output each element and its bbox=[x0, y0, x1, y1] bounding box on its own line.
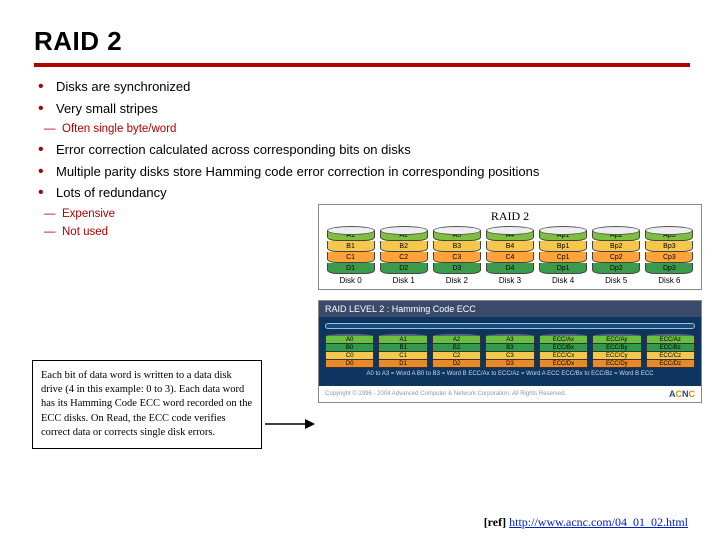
ecc-band: ECC/By bbox=[592, 344, 641, 352]
data-band: B4 bbox=[486, 241, 534, 252]
data-band: C4 bbox=[486, 252, 534, 263]
data-band: Cp2 bbox=[592, 252, 640, 263]
ecc-band: B3 bbox=[485, 344, 534, 352]
ecc-band: A1 bbox=[378, 336, 427, 344]
data-band: D1 bbox=[327, 263, 375, 274]
data-band: C3 bbox=[433, 252, 481, 263]
disk-cylinder: A3B3C3D3Disk 2 bbox=[433, 226, 481, 285]
ecc-band: D2 bbox=[432, 360, 481, 368]
ecc-band: ECC/Bx bbox=[539, 344, 588, 352]
data-band: Cp3 bbox=[645, 252, 693, 263]
ecc-band: ECC/Dz bbox=[646, 360, 695, 368]
bullet-item: Disks are synchronized bbox=[34, 77, 690, 97]
ecc-band: ECC/Ax bbox=[539, 336, 588, 344]
ecc-band: ECC/Cy bbox=[592, 352, 641, 360]
data-band: Dp1 bbox=[539, 263, 587, 274]
ecc-band: D3 bbox=[485, 360, 534, 368]
ecc-disk: A3B3C3D3 bbox=[485, 333, 534, 368]
disk-cylinder: Ap1Bp1Cp1Dp1Disk 4 bbox=[539, 226, 587, 285]
disk-label: Disk 4 bbox=[539, 274, 587, 285]
disk-label: Disk 5 bbox=[592, 274, 640, 285]
ecc-band: B1 bbox=[378, 344, 427, 352]
ecc-band: C2 bbox=[432, 352, 481, 360]
disk-label: Disk 2 bbox=[433, 274, 481, 285]
bullet-item: Error correction calculated across corre… bbox=[34, 140, 690, 160]
figure-header: RAID LEVEL 2 : Hamming Code ECC bbox=[319, 301, 701, 317]
data-band: Bp1 bbox=[539, 241, 587, 252]
reference-link[interactable]: http://www.acnc.com/04_01_02.html bbox=[509, 515, 688, 529]
ecc-band: B0 bbox=[325, 344, 374, 352]
explanation-box: Each bit of data word is written to a da… bbox=[32, 360, 262, 449]
ecc-disk: ECC/AyECC/ByECC/CyECC/Dy bbox=[592, 333, 641, 368]
ecc-band: ECC/Dy bbox=[592, 360, 641, 368]
arrow-icon bbox=[265, 414, 315, 434]
ecc-band: C3 bbox=[485, 352, 534, 360]
data-band: B2 bbox=[380, 241, 428, 252]
data-band: Dp2 bbox=[592, 263, 640, 274]
disk-cylinder: Ap2Bp2Cp2Dp2Disk 5 bbox=[592, 226, 640, 285]
disk-label: Disk 1 bbox=[380, 274, 428, 285]
data-band: Cp1 bbox=[539, 252, 587, 263]
ecc-disk: ECC/AxECC/BxECC/CxECC/Dx bbox=[539, 333, 588, 368]
bullet-item: Lots of redundancy bbox=[34, 183, 690, 203]
ecc-band: ECC/Bz bbox=[646, 344, 695, 352]
disk-cylinder: A4B4C4D4Disk 3 bbox=[486, 226, 534, 285]
data-band: Dp3 bbox=[645, 263, 693, 274]
ecc-band: ECC/Ay bbox=[592, 336, 641, 344]
ecc-band: D1 bbox=[378, 360, 427, 368]
data-band: D4 bbox=[486, 263, 534, 274]
ecc-disk: ECC/AzECC/BzECC/CzECC/Dz bbox=[646, 333, 695, 368]
ecc-band: ECC/Cx bbox=[539, 352, 588, 360]
data-band: Bp2 bbox=[592, 241, 640, 252]
ecc-band: A0 bbox=[325, 336, 374, 344]
data-band: B3 bbox=[433, 241, 481, 252]
data-band: D2 bbox=[380, 263, 428, 274]
disk-label: Disk 6 bbox=[645, 274, 693, 285]
acnc-logo: ACNC bbox=[669, 389, 695, 399]
raid-level2-figure: RAID LEVEL 2 : Hamming Code ECC A0B0C0D0… bbox=[318, 300, 702, 403]
reference-line: [ref] http://www.acnc.com/04_01_02.html bbox=[484, 515, 688, 530]
data-band: B1 bbox=[327, 241, 375, 252]
disk-label: Disk 0 bbox=[327, 274, 375, 285]
raid2-figure: RAID 2 A1B1C1D1Disk 0A2B2C2D2Disk 1A3B3C… bbox=[318, 204, 702, 290]
ecc-band: C1 bbox=[378, 352, 427, 360]
ecc-disk: A1B1C1D1 bbox=[378, 333, 427, 368]
bus-bar bbox=[325, 323, 695, 329]
disk-label: Disk 3 bbox=[486, 274, 534, 285]
ecc-disk: A2B2C2D2 bbox=[432, 333, 481, 368]
title-rule bbox=[34, 63, 690, 67]
ecc-band: D0 bbox=[325, 360, 374, 368]
ecc-band: C0 bbox=[325, 352, 374, 360]
data-band: C1 bbox=[327, 252, 375, 263]
data-band: Bp3 bbox=[645, 241, 693, 252]
disk-cylinder: A2B2C2D2Disk 1 bbox=[380, 226, 428, 285]
figure-caption: RAID 2 bbox=[325, 209, 695, 224]
sub-bullet: Often single byte/word bbox=[44, 120, 690, 138]
ecc-band: A2 bbox=[432, 336, 481, 344]
ecc-band: ECC/Cz bbox=[646, 352, 695, 360]
ecc-band: ECC/Az bbox=[646, 336, 695, 344]
disk-cylinder: Ap3Bp3Cp3Dp3Disk 6 bbox=[645, 226, 693, 285]
figure-note: A0 to A3 = Word A B0 to B3 = Word B ECC/… bbox=[325, 368, 695, 380]
data-band: D3 bbox=[433, 263, 481, 274]
ecc-band: B2 bbox=[432, 344, 481, 352]
disk-cylinder: A1B1C1D1Disk 0 bbox=[327, 226, 375, 285]
ref-label: [ref] bbox=[484, 515, 509, 529]
copyright-text: Copyright © 1996 - 2004 Advanced Compute… bbox=[325, 391, 566, 397]
data-band: C2 bbox=[380, 252, 428, 263]
bullet-item: Multiple parity disks store Hamming code… bbox=[34, 162, 690, 182]
bullet-item: Very small stripes bbox=[34, 99, 690, 119]
ecc-band: ECC/Dx bbox=[539, 360, 588, 368]
page-title: RAID 2 bbox=[34, 26, 690, 57]
ecc-band: A3 bbox=[485, 336, 534, 344]
ecc-disk: A0B0C0D0 bbox=[325, 333, 374, 368]
